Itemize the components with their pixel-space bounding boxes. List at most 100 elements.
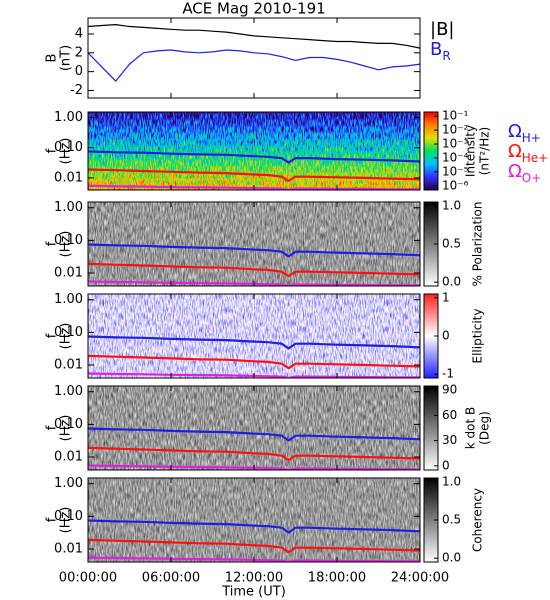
y-axis-label: (Hz) <box>59 415 74 442</box>
colorbar-tick-label: 1 <box>442 290 450 304</box>
legend-name: Ω <box>508 161 522 182</box>
colorbar-tick-label: 10⁻⁶ <box>442 178 469 192</box>
y-axis-label: (nT) <box>59 45 74 71</box>
y-tick-label: 0 <box>75 64 83 79</box>
colorbar-tick-label: -1 <box>442 367 454 381</box>
colorbar-tick-label: 10⁻⁵ <box>442 164 469 178</box>
series-line <box>88 372 420 378</box>
series-line <box>88 538 420 554</box>
y-axis-label: (Hz) <box>59 323 74 350</box>
y-axis-label: (Hz) <box>59 138 74 165</box>
y-tick-label: 0.10 <box>54 233 83 248</box>
legend-subscript: He+ <box>522 151 548 165</box>
plot-area <box>88 202 420 286</box>
chart-title: ACE Mag 2010-191 <box>182 0 325 18</box>
plot-area <box>88 386 420 470</box>
x-axis-label: Time (UT) <box>221 585 286 600</box>
x-tick-label: 12:00:00 <box>225 571 283 586</box>
y-axis-label: f <box>45 241 60 246</box>
colorbar-label: Ellipticity <box>471 309 485 364</box>
colorbar-label: Coherency <box>471 488 485 552</box>
colorbar-tick-label: 0.0 <box>442 551 461 565</box>
y-tick-label: 0.10 <box>54 140 83 155</box>
y-tick-label: 0.01 <box>54 542 83 557</box>
colorbar-label: Intensity <box>464 125 478 177</box>
y-tick-label: 0.01 <box>54 266 83 281</box>
y-axis-label: f <box>45 148 60 153</box>
y-axis-label: f <box>45 425 60 430</box>
legend-name: Ω <box>508 121 522 142</box>
plot-area <box>88 24 420 82</box>
colorbar-tick-label: 90 <box>442 383 457 397</box>
y-tick-label: 0.10 <box>54 417 83 432</box>
colorbar-label: (Deg) <box>478 411 492 445</box>
colorbar-tick-label: 10⁻¹ <box>442 109 469 123</box>
series-line <box>88 280 420 286</box>
y-tick-label: 1.00 <box>54 476 83 491</box>
y-tick-label: 0.01 <box>54 450 83 465</box>
y-tick-label: 0.10 <box>54 325 83 340</box>
colorbar-tick-label: 0 <box>442 329 450 343</box>
y-tick-label: 0.01 <box>54 170 83 185</box>
series-line <box>88 24 420 49</box>
legend-name: B <box>430 39 442 60</box>
legend-entry: ΩH+ <box>508 121 541 145</box>
y-axis-label: B <box>45 54 60 63</box>
legend-entry: |B| <box>430 19 454 40</box>
colorbar-tick-label: 0.0 <box>442 275 461 289</box>
colorbar-label: (nT²/Hz) <box>478 127 492 175</box>
y-tick-label: 1.00 <box>54 292 83 307</box>
series-line <box>88 519 420 534</box>
x-tick-label: 18:00:00 <box>308 571 366 586</box>
y-axis-label: f <box>45 333 60 338</box>
series-line <box>88 150 420 164</box>
series-line <box>88 262 420 278</box>
y-tick-label: 1.00 <box>54 110 83 125</box>
plot-area <box>88 112 420 190</box>
y-axis-label: (Hz) <box>59 507 74 534</box>
colorbar-tick-label: 60 <box>442 408 457 422</box>
series-line <box>88 446 420 462</box>
y-axis-label: (Hz) <box>59 231 74 258</box>
y-tick-label: 0.10 <box>54 509 83 524</box>
colorbar-tick-label: 0 <box>442 458 450 472</box>
series-line <box>88 427 420 442</box>
x-tick-label: 00:00:00 <box>59 571 117 586</box>
plot-area <box>88 294 420 378</box>
series-line <box>88 243 420 258</box>
series-line <box>88 464 420 470</box>
legend-entry: BR <box>430 39 451 63</box>
plot-area <box>88 478 420 562</box>
legend-subscript: R <box>442 49 450 63</box>
series-line <box>88 335 420 350</box>
y-tick-label: -2 <box>70 83 83 98</box>
y-tick-label: 1.00 <box>54 384 83 399</box>
colorbar <box>423 111 439 191</box>
y-tick-label: 0.01 <box>54 358 83 373</box>
x-tick-label: 06:00:00 <box>142 571 200 586</box>
colorbar-tick-label: 1.0 <box>442 198 461 212</box>
legend-entry: ΩHe+ <box>508 141 548 165</box>
y-axis-label: f <box>45 517 60 522</box>
legend-subscript: O+ <box>522 171 542 185</box>
series-line <box>88 168 420 182</box>
y-tick-label: 1.00 <box>54 200 83 215</box>
colorbar-tick-label: 0.5 <box>442 513 461 527</box>
colorbar <box>423 385 439 471</box>
y-tick-label: 4 <box>75 27 83 42</box>
legend-subscript: H+ <box>522 131 541 145</box>
colorbar-label: k dot B <box>464 407 478 449</box>
series-line <box>88 184 420 190</box>
legend-entry: ΩO+ <box>508 161 541 185</box>
colorbar-label: % Polarization <box>471 202 485 287</box>
series-line <box>88 556 420 562</box>
y-tick-label: 2 <box>75 45 83 60</box>
colorbar-tick-label: 0.5 <box>442 237 461 251</box>
legend-name: |B| <box>430 19 454 40</box>
x-tick-label: 24:00:00 <box>391 571 449 586</box>
colorbar-tick-label: 10⁻² <box>442 123 469 137</box>
colorbar-tick-label: 10⁻⁴ <box>442 150 469 164</box>
colorbar-tick-label: 10⁻³ <box>442 137 469 151</box>
series-line <box>88 49 420 82</box>
